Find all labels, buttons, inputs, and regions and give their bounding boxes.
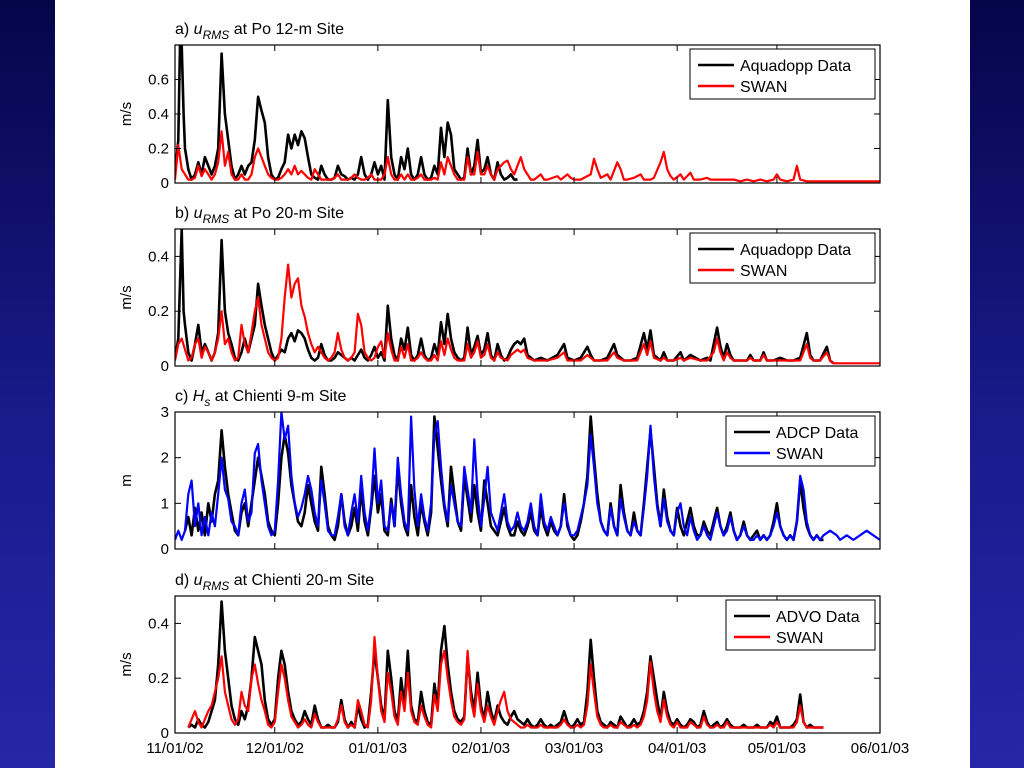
figure-panel: a) uRMS at Po 12-m Site 0 0.2 0.4 0.6 m/s Aqua… bbox=[55, 0, 970, 768]
panel-title-variable: u bbox=[194, 21, 203, 38]
legend-label: SWAN bbox=[740, 263, 787, 280]
panel-title-subscript: RMS bbox=[203, 212, 230, 226]
legend-label: Aquadopp Data bbox=[740, 58, 851, 75]
y-tick-label: 2 bbox=[161, 450, 169, 467]
x-tick-label: 01/01/03 bbox=[349, 740, 407, 757]
y-tick-label: 1 bbox=[161, 495, 169, 512]
panel-title-prefix: d) bbox=[175, 572, 194, 589]
y-tick-label: 0 bbox=[161, 175, 169, 192]
chart-panel-d: d) uRMS at Chienti 20-m Site 0 0.2 0.4 11/01… bbox=[118, 572, 909, 757]
legend-box bbox=[725, 415, 876, 467]
panel-title-suffix: at Po 12-m Site bbox=[229, 21, 344, 38]
axes-box bbox=[174, 411, 881, 550]
y-axis-label: m/s bbox=[118, 652, 135, 676]
panel-title: b) uRMS at Po 20-m Site bbox=[175, 205, 344, 226]
legend-box bbox=[725, 599, 876, 651]
panel-title-subscript: s bbox=[204, 395, 210, 409]
panel-title-variable: H bbox=[193, 388, 205, 405]
y-tick-label: 0.4 bbox=[148, 248, 169, 265]
series-line-swan bbox=[175, 412, 880, 542]
legend-box bbox=[689, 48, 876, 100]
chart-panel-c: c) Hs at Chienti 9-m Site 0 1 2 3 m ADCP Data S… bbox=[118, 388, 881, 558]
panel-title-suffix: at Po 20-m Site bbox=[229, 205, 344, 222]
axes-box bbox=[174, 595, 881, 734]
panel-title-prefix: a) bbox=[175, 21, 194, 38]
x-tick-label: 05/01/03 bbox=[748, 740, 806, 757]
legend-label: ADVO Data bbox=[776, 609, 860, 626]
panel-title-subscript: RMS bbox=[203, 28, 230, 42]
chart-panel-b: b) uRMS at Po 20-m Site 0 0.2 0.4 m/s Aquadop… bbox=[118, 205, 881, 375]
panel-title-prefix: c) bbox=[175, 388, 193, 405]
y-tick-label: 0 bbox=[161, 358, 169, 375]
legend-box bbox=[689, 232, 876, 284]
panel-title-prefix: b) bbox=[175, 205, 194, 222]
panel-title: a) uRMS at Po 12-m Site bbox=[175, 21, 344, 42]
panel-title-variable: u bbox=[194, 205, 203, 222]
legend-label: SWAN bbox=[776, 630, 823, 647]
panel-title-subscript: RMS bbox=[203, 579, 230, 593]
y-tick-label: 0 bbox=[161, 725, 169, 742]
x-tick-label: 12/01/02 bbox=[246, 740, 304, 757]
series-line-adcp-data bbox=[183, 415, 824, 542]
y-tick-label: 3 bbox=[161, 404, 169, 421]
axes-box bbox=[174, 228, 881, 367]
y-tick-label: 0.6 bbox=[148, 72, 169, 89]
chart-panel-a: a) uRMS at Po 12-m Site 0 0.2 0.4 0.6 m/s Aqua… bbox=[118, 21, 881, 192]
y-axis-label: m/s bbox=[118, 285, 135, 309]
y-tick-label: 0 bbox=[161, 541, 169, 558]
x-tick-label: 02/01/03 bbox=[452, 740, 510, 757]
panel-title-variable: u bbox=[194, 572, 203, 589]
panel-title: c) Hs at Chienti 9-m Site bbox=[175, 388, 347, 409]
x-tick-label: 03/01/03 bbox=[545, 740, 603, 757]
y-axis-label: m/s bbox=[118, 102, 135, 126]
panel-title-suffix: at Chienti 20-m Site bbox=[229, 572, 374, 589]
series-line-swan bbox=[187, 635, 824, 729]
panel-title-suffix: at Chienti 9-m Site bbox=[210, 388, 346, 405]
y-tick-label: 0.4 bbox=[148, 106, 169, 123]
y-tick-label: 0.4 bbox=[148, 615, 169, 632]
legend-label: ADCP Data bbox=[776, 425, 859, 442]
series-line-swan bbox=[175, 263, 880, 365]
legend-label: Aquadopp Data bbox=[740, 242, 851, 259]
y-tick-label: 0.2 bbox=[148, 670, 169, 687]
panel-title: d) uRMS at Chienti 20-m Site bbox=[175, 572, 374, 593]
y-tick-label: 0.2 bbox=[148, 303, 169, 320]
series-line-swan bbox=[175, 130, 880, 183]
series-line-aquadopp-data bbox=[175, 45, 518, 181]
y-tick-label: 0.2 bbox=[148, 141, 169, 158]
series-line-advo-data bbox=[187, 600, 824, 729]
x-tick-label: 11/01/02 bbox=[146, 740, 203, 757]
legend-label: SWAN bbox=[740, 79, 787, 96]
wave-time-series-figure: a) uRMS at Po 12-m Site00.20.40.6m/sAqua… bbox=[118, 21, 909, 757]
x-tick-label: 06/01/03 bbox=[851, 740, 909, 757]
legend-label: SWAN bbox=[776, 446, 823, 463]
x-tick-label: 04/01/03 bbox=[648, 740, 706, 757]
y-axis-label: m bbox=[118, 474, 135, 487]
